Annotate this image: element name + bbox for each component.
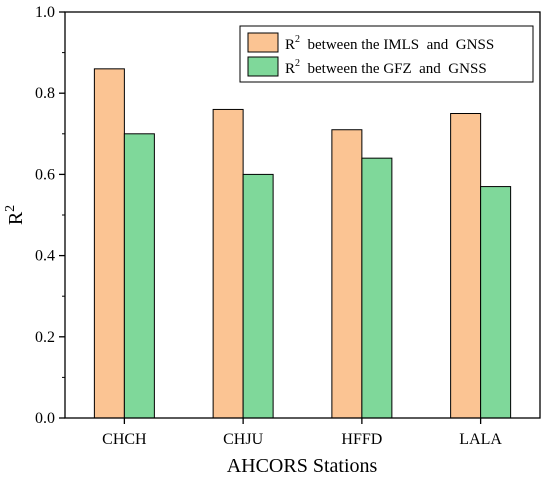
y-tick-label: 0.6 xyxy=(35,166,55,183)
y-tick-label: 0.2 xyxy=(35,329,55,346)
legend-label-gfz: R2 between the GFZ and GNSS xyxy=(285,58,487,77)
x-axis-label: AHCORS Stations xyxy=(227,455,378,477)
x-axis: CHCH CHJU HFFD LALA xyxy=(102,418,502,448)
y-axis-label: R2 xyxy=(3,205,27,225)
bar-gfz-lala xyxy=(480,186,512,419)
legend-label-imls: R2 between the IMLS and GNSS xyxy=(285,34,494,53)
bar-gfz-chch xyxy=(123,133,155,419)
x-tick-label-chju: CHJU xyxy=(223,431,263,448)
bars-group xyxy=(93,68,512,419)
bar-gfz-chju xyxy=(242,173,274,419)
legend-swatch-imls xyxy=(247,32,279,53)
y-axis: 0.0 0.2 0.4 0.6 0.8 1.0 xyxy=(35,4,65,427)
y-tick-label: 0.4 xyxy=(35,248,55,265)
bar-imls-chch xyxy=(93,68,125,419)
y-axis-label-superscript: 2 xyxy=(3,205,18,212)
bar-imls-hffd xyxy=(331,129,363,419)
legend: R2 between the IMLS and GNSS R2 between … xyxy=(239,25,534,83)
x-tick-label-lala: LALA xyxy=(459,431,502,448)
y-tick-label: 1.0 xyxy=(35,4,55,21)
legend-frame xyxy=(239,25,534,83)
bar-gfz-hffd xyxy=(361,157,393,419)
bar-imls-lala xyxy=(450,113,482,419)
x-tick-label-hffd: HFFD xyxy=(341,431,382,448)
x-tick-label-chch: CHCH xyxy=(102,431,147,448)
y-tick-label: 0.0 xyxy=(35,410,55,427)
legend-swatch-gfz xyxy=(247,56,279,77)
y-tick-label: 0.8 xyxy=(35,85,55,102)
bar-imls-chju xyxy=(212,108,244,419)
